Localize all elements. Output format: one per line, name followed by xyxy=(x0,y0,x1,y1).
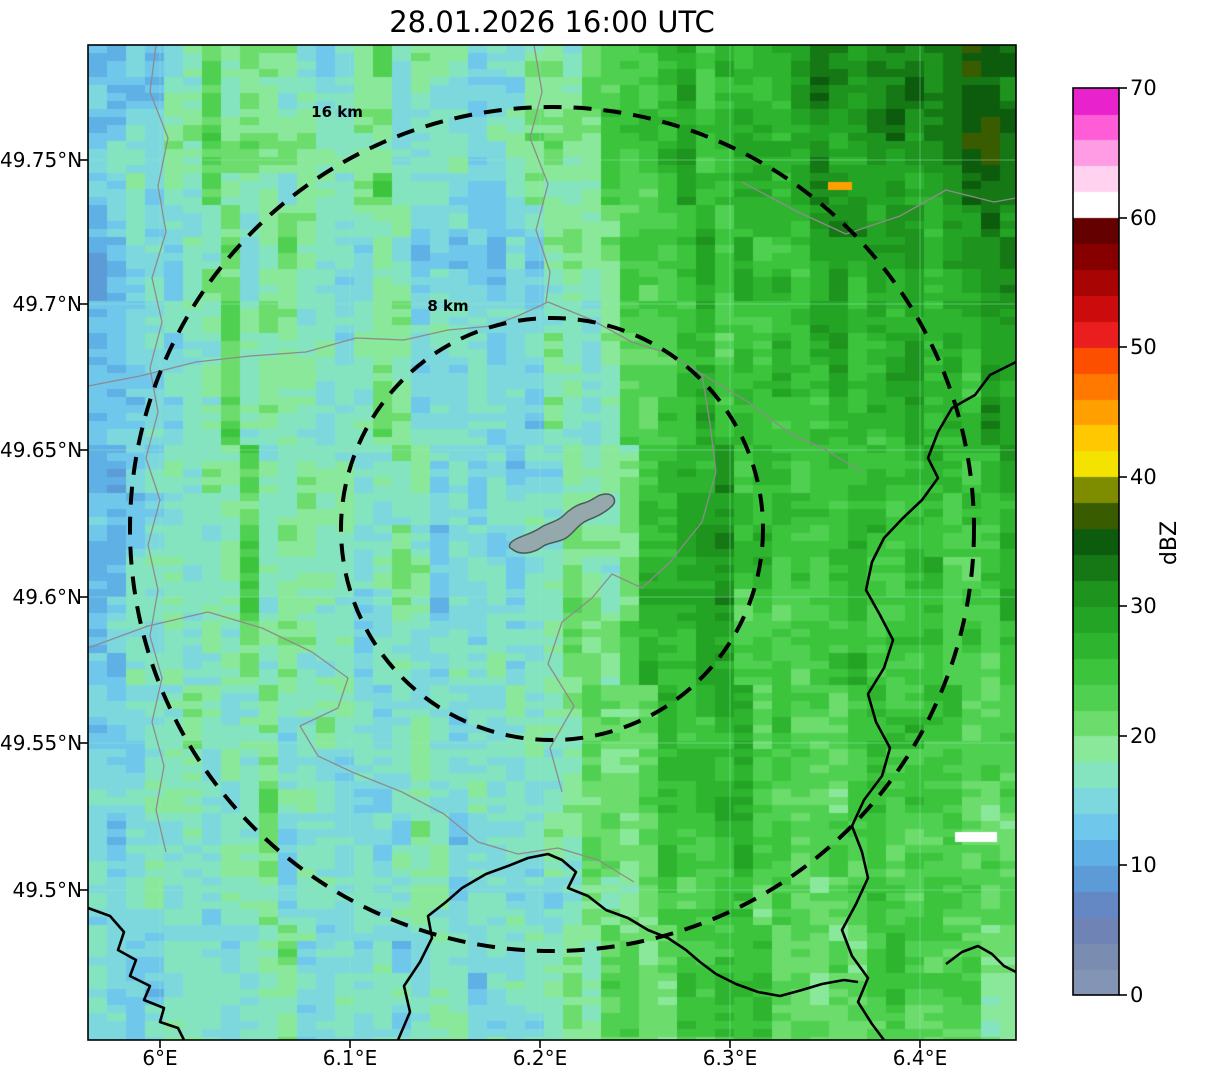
radar-reflectivity-image xyxy=(88,45,1016,1040)
colorbar-tick-label: 10 xyxy=(1130,853,1157,877)
y-tick-label: 49.65°N xyxy=(0,438,83,462)
colorbar-tick-label: 70 xyxy=(1130,76,1157,100)
y-tick-label: 49.5°N xyxy=(12,878,83,902)
colorbar-tick-label: 20 xyxy=(1130,724,1157,748)
colorbar-tick-label: 0 xyxy=(1130,983,1144,1007)
x-tick-label: 6.2°E xyxy=(512,1046,568,1070)
y-tick-label: 49.6°N xyxy=(12,585,83,609)
x-tick-label: 6°E xyxy=(142,1046,178,1070)
colorbar-tick-label: 60 xyxy=(1130,206,1157,230)
x-tick-label: 6.4°E xyxy=(892,1046,948,1070)
x-tick-label: 6.3°E xyxy=(702,1046,758,1070)
colorbar-tick-marks xyxy=(1119,87,1127,996)
y-tick-label: 49.55°N xyxy=(0,731,83,755)
y-tick-label: 49.75°N xyxy=(0,148,83,172)
colorbar-gradient xyxy=(1073,88,1119,995)
colorbar-tick-label: 50 xyxy=(1130,335,1157,359)
colorbar-axis-label: dBZ xyxy=(1157,520,1182,566)
colorbar-tick-label: 30 xyxy=(1130,594,1157,618)
x-tick-label: 6.1°E xyxy=(322,1046,378,1070)
colorbar-tick-label: 40 xyxy=(1130,465,1157,489)
y-tick-label: 49.7°N xyxy=(12,292,83,316)
plot-title: 28.01.2026 16:00 UTC xyxy=(389,5,715,39)
